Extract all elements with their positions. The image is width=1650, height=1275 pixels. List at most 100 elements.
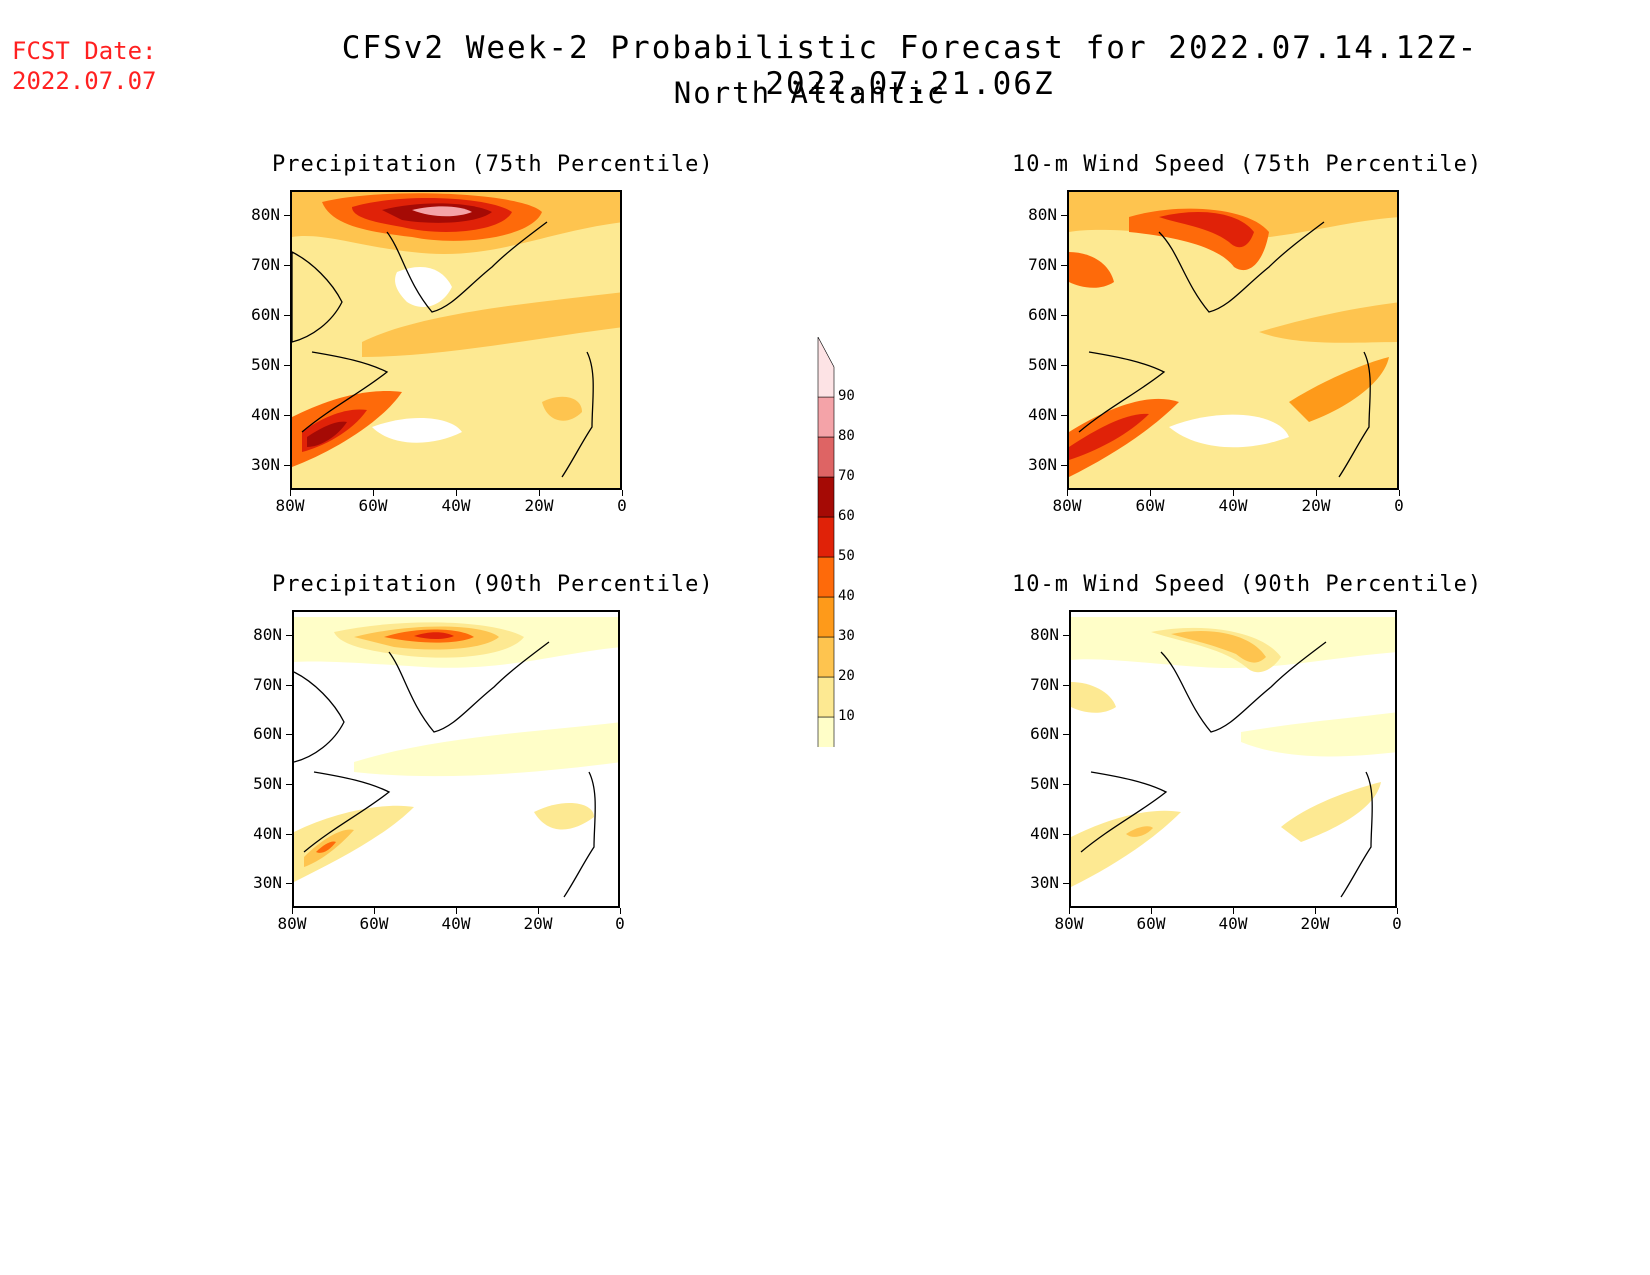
lat-label-precip90: 40N	[253, 823, 282, 843]
lon-label-wind90: 40W	[1218, 914, 1248, 933]
lat-label-wind75: 70N	[1028, 255, 1057, 274]
lon-tick	[1150, 490, 1151, 496]
lat-tick	[286, 734, 292, 736]
panel-title-precip75: Precipitation (75th Percentile)	[272, 152, 714, 177]
lat-label-precip90: 30N	[253, 873, 282, 893]
lat-label-wind90: 30N	[1030, 873, 1059, 893]
colorbar-swatch	[817, 716, 835, 747]
lon-label-wind75: 80W	[1052, 496, 1082, 515]
lon-label-precip90: 0	[615, 914, 625, 933]
lat-label-wind75: 80N	[1028, 205, 1057, 224]
lat-tick	[284, 415, 290, 416]
lon-tick	[1069, 908, 1070, 914]
colorbar-level-label: 20	[838, 668, 855, 684]
lon-tick	[456, 908, 457, 914]
lat-label-wind90: 70N	[1030, 674, 1059, 694]
lon-label-precip75: 20W	[524, 496, 554, 515]
lat-tick	[1063, 783, 1069, 785]
colorbar-swatch	[817, 476, 835, 518]
lat-tick	[1061, 315, 1067, 316]
lat-label-wind90: 80N	[1030, 624, 1059, 644]
lat-label-precip75: 30N	[251, 455, 280, 474]
colorbar-swatches	[817, 337, 835, 747]
panel-title-precip90: Precipitation (90th Percentile)	[272, 572, 714, 597]
lat-tick	[284, 215, 290, 216]
lat-tick	[1063, 883, 1069, 885]
lat-label-precip90: 60N	[253, 724, 282, 744]
lon-tick	[456, 490, 457, 496]
lat-label-wind75: 40N	[1028, 405, 1057, 424]
lon-label-precip75: 40W	[441, 496, 471, 515]
lon-label-precip90: 60W	[359, 914, 389, 933]
lat-label-wind75: 60N	[1028, 305, 1057, 324]
map-precip90-field	[294, 612, 618, 906]
lat-label-precip90: 70N	[253, 674, 282, 694]
lon-label-precip90: 40W	[441, 914, 471, 933]
lon-tick	[1397, 908, 1398, 914]
lon-tick	[1399, 490, 1400, 496]
colorbar-swatch	[817, 436, 835, 478]
panel-title-wind90: 10-m Wind Speed (90th Percentile)	[1012, 572, 1483, 597]
colorbar-swatch	[817, 676, 835, 718]
lon-tick	[1315, 908, 1316, 914]
lon-label-precip75: 0	[617, 496, 627, 515]
map-precip90	[292, 610, 620, 908]
page-subtitle: North Atlantic	[673, 76, 947, 110]
colorbar-level-label: 50	[838, 548, 855, 564]
lon-label-precip75: 60W	[358, 496, 388, 515]
colorbar-level-label: 60	[838, 508, 855, 524]
lat-tick	[286, 684, 292, 686]
lat-tick	[286, 783, 292, 785]
lon-label-wind90: 60W	[1136, 914, 1166, 933]
lat-label-precip75: 70N	[251, 255, 280, 274]
lat-label-precip75: 80N	[251, 205, 280, 224]
colorbar-swatch	[817, 396, 835, 438]
forecast-date: FCST Date: 2022.07.07	[12, 36, 157, 96]
lon-tick	[620, 908, 621, 914]
colorbar-level-label: 10	[838, 708, 855, 724]
lon-tick	[1316, 490, 1317, 496]
page-title: CFSv2 Week-2 Probabilistic Forecast for …	[341, 30, 1479, 102]
panel-title-wind75: 10-m Wind Speed (75th Percentile)	[1012, 152, 1483, 177]
lat-tick	[1061, 465, 1067, 466]
lat-label-wind90: 40N	[1030, 823, 1059, 843]
colorbar-swatch	[817, 556, 835, 598]
colorbar-swatch	[817, 636, 835, 678]
lat-tick	[286, 833, 292, 835]
lon-label-wind75: 20W	[1301, 496, 1331, 515]
map-wind90-field	[1071, 612, 1395, 906]
lat-tick	[1063, 734, 1069, 736]
lon-label-wind75: 40W	[1218, 496, 1248, 515]
lat-label-precip90: 50N	[253, 773, 282, 793]
colorbar-swatch	[817, 516, 835, 558]
lon-label-wind90: 0	[1392, 914, 1402, 933]
lat-label-wind90: 50N	[1030, 773, 1059, 793]
lon-label-precip90: 80W	[277, 914, 307, 933]
lat-label-precip90: 80N	[253, 624, 282, 644]
map-precip75	[290, 190, 622, 490]
lat-label-wind75: 50N	[1028, 355, 1057, 374]
colorbar-level-label: 70	[838, 468, 855, 484]
lon-tick	[622, 490, 623, 496]
lat-label-wind75: 30N	[1028, 455, 1057, 474]
lat-label-wind90: 60N	[1030, 724, 1059, 744]
colorbar-level-label: 40	[838, 588, 855, 604]
lat-tick	[1063, 634, 1069, 636]
lon-tick	[538, 908, 539, 914]
lat-tick	[1061, 265, 1067, 266]
lon-tick	[374, 908, 375, 914]
lon-tick	[373, 490, 374, 496]
lat-label-precip75: 50N	[251, 355, 280, 374]
lat-tick	[1061, 365, 1067, 366]
forecast-date-value: 2022.07.07	[12, 67, 157, 95]
lat-tick	[1063, 684, 1069, 686]
lon-tick	[292, 908, 293, 914]
lon-tick	[1067, 490, 1068, 496]
lat-tick	[1063, 833, 1069, 835]
colorbar-level-label: 30	[838, 628, 855, 644]
lat-tick	[284, 465, 290, 466]
lon-label-wind90: 80W	[1054, 914, 1084, 933]
lat-label-precip75: 40N	[251, 405, 280, 424]
lon-tick	[1151, 908, 1152, 914]
colorbar-level-label: 90	[838, 388, 855, 404]
